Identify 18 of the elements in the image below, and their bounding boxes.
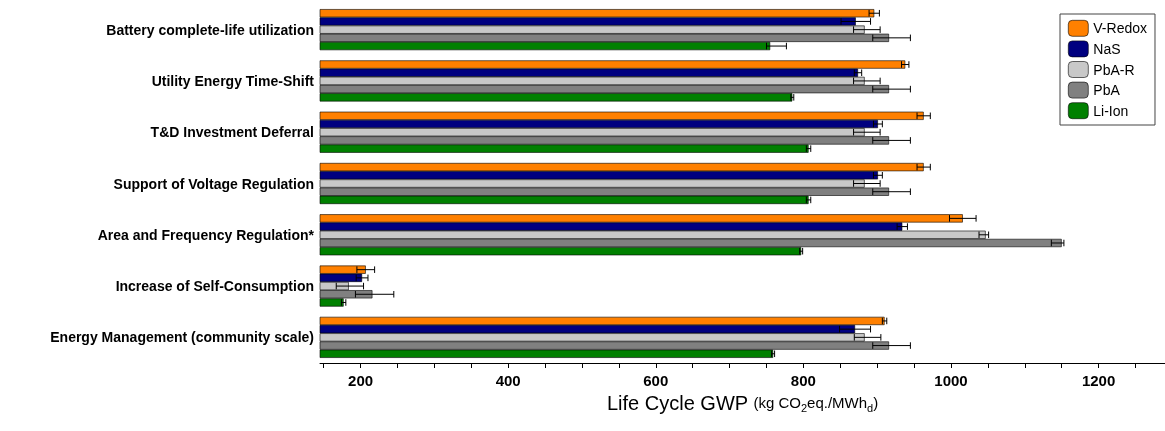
x-tick-label: 600 (643, 372, 669, 389)
legend-label: Li-Ion (1093, 102, 1129, 119)
y-tick-label: Increase of Self-Consumption (115, 278, 314, 295)
x-tick-label: 1000 (934, 372, 968, 389)
y-tick-label: Energy Management (community scale) (50, 329, 314, 346)
x-tick-label: 200 (348, 372, 374, 389)
y-tick-label: Area and Frequency Regulation* (97, 226, 315, 243)
x-tick-label: 800 (790, 372, 816, 389)
y-tick-label: T&D Investment Deferral (150, 124, 314, 141)
y-tick-label: Battery complete-life utilization (106, 21, 314, 38)
legend-label: V-Redox (1093, 20, 1148, 37)
legend-label: PbA-R (1093, 61, 1135, 78)
y-tick-label: Support of Voltage Regulation (113, 175, 314, 192)
y-tick-label: Utility Energy Time-Shift (151, 72, 315, 89)
legend-label: PbA (1093, 82, 1121, 99)
legend-label: NaS (1093, 40, 1121, 57)
x-tick-label: 400 (495, 372, 521, 389)
x-tick-label: 1200 (1081, 372, 1116, 389)
